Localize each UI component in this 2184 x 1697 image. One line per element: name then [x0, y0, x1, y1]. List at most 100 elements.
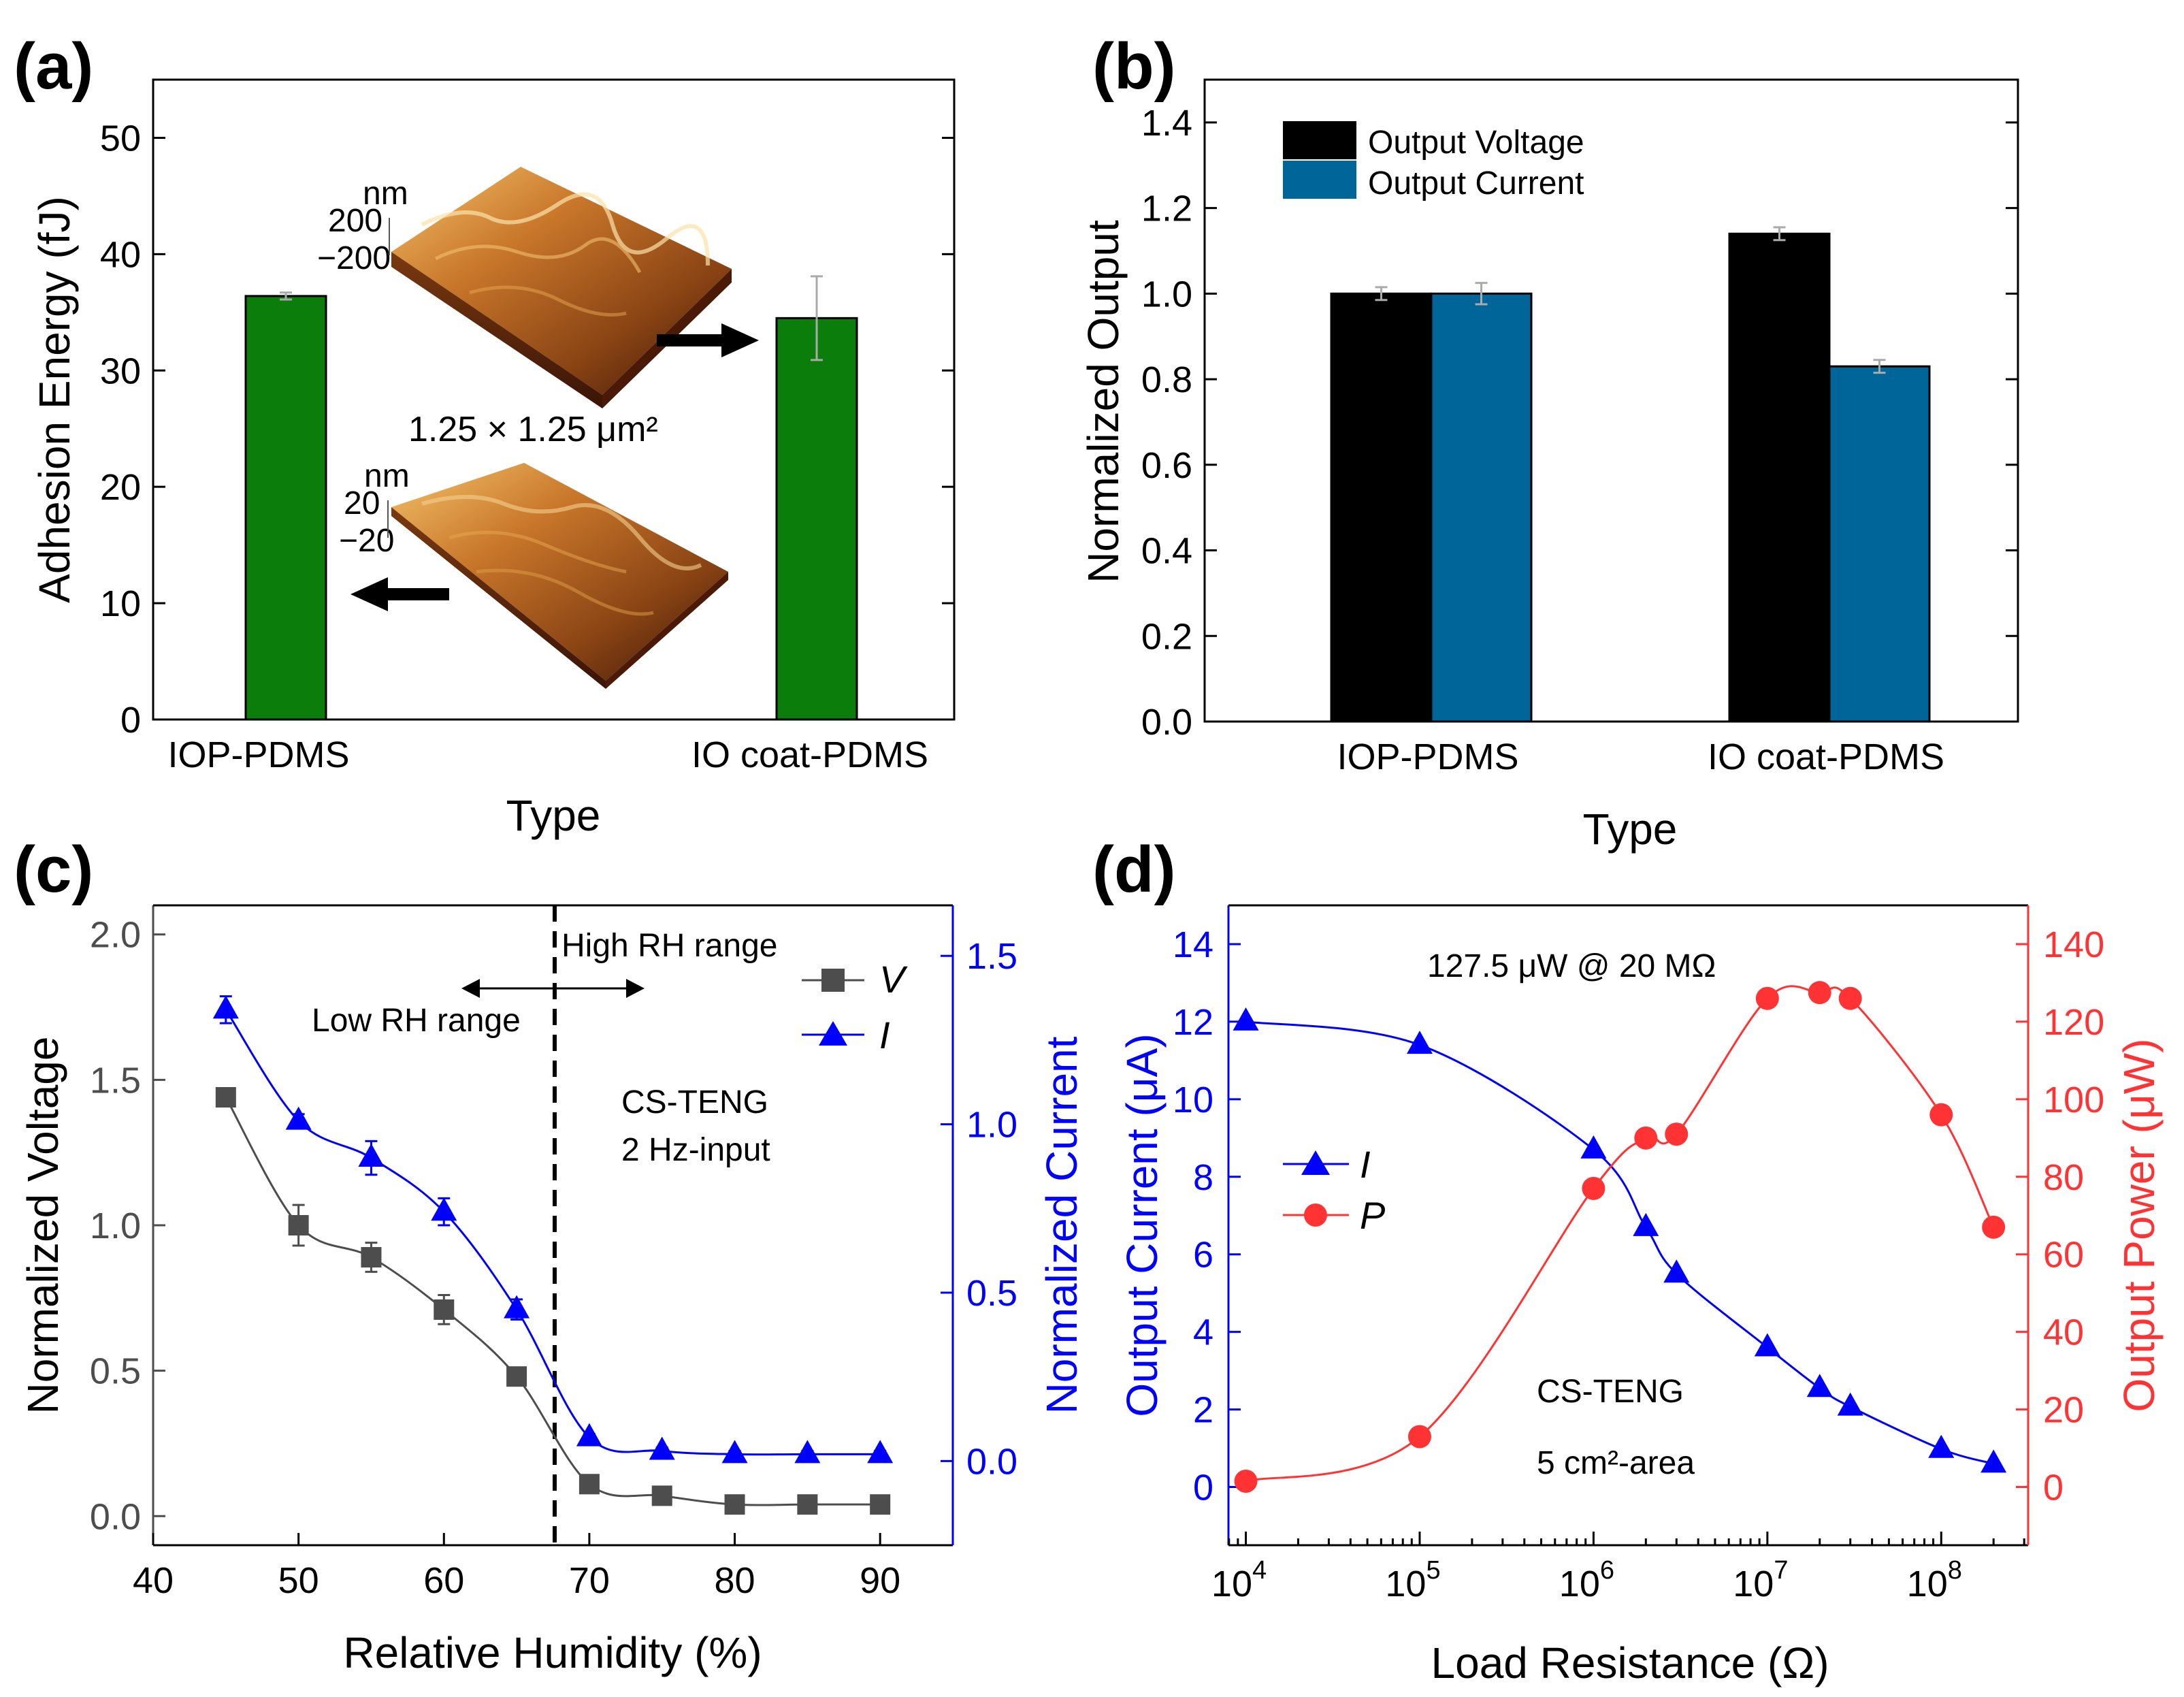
panel-a-y-axis-title: Adhesion Energy (fJ)	[30, 196, 79, 603]
afm-upper-tick-top: 200	[328, 203, 382, 239]
panel-d-y-axis-title: Output Current (μA)	[1118, 1033, 1167, 1417]
afm-upper-tick-bottom: −200	[317, 240, 391, 276]
panel-c-ticks: 40 50 60 70 80 90 0.0 0.5 1.0 1.5 2.0 0.0 0.5 1.0 1.5	[90, 915, 1017, 1601]
d-xtick-exponent: 4	[1252, 1556, 1267, 1585]
d-ytick-label: 10	[1173, 1080, 1213, 1120]
a-ytick-label: 30	[100, 351, 141, 391]
d-xtick-label: 107	[1733, 1556, 1788, 1604]
c-v-point-0	[215, 1087, 236, 1108]
d-power-point-9	[1982, 1215, 2006, 1239]
panel-a-plot-frame	[152, 78, 956, 721]
c-ytick-label: 1.5	[90, 1060, 141, 1101]
panel-a-x-axis-title: Type	[506, 791, 601, 840]
afm-inset-upper: nm 200 −200	[317, 167, 732, 408]
d-power-point-8	[1929, 1103, 1953, 1127]
panel-b-y-ticks: 0.0 0.2 0.4 0.6 0.8 1.0 1.2 1.4	[1141, 103, 2018, 743]
c-i-point-2	[358, 1144, 385, 1167]
c-ytick-label: 0.5	[90, 1351, 141, 1392]
panel-c-label: (c)	[14, 833, 93, 906]
d-y2tick-label: 60	[2043, 1235, 2084, 1276]
c-y2tick-label: 1.0	[966, 1105, 1017, 1146]
panel-a-y-ticks: 0 10 20 30 40 50	[100, 118, 954, 741]
afm-lower-unit: nm	[364, 458, 410, 494]
d-current-point-1	[1406, 1031, 1433, 1054]
d-current-point-0	[1233, 1007, 1259, 1031]
c-i-point-4	[504, 1295, 530, 1319]
b-ytick-label: 0.0	[1141, 702, 1192, 743]
d-ytick-label: 12	[1173, 1002, 1213, 1043]
panel-c-series	[212, 995, 894, 1515]
d-current-point-3	[1633, 1212, 1659, 1236]
high-rh-label: High RH range	[561, 928, 777, 964]
panel-b-plot-frame	[1203, 78, 2019, 723]
a-ytick-label: 20	[100, 467, 141, 508]
d-current-point-8	[1928, 1434, 1955, 1458]
c-i-point-6	[649, 1436, 675, 1460]
d-ytick-label: 0	[1193, 1468, 1213, 1508]
d-power-point-6	[1808, 981, 1831, 1005]
panel-c-y-axis-title: Normalized Voltage	[18, 1037, 67, 1415]
d-y2tick-label: 140	[2043, 924, 2104, 965]
panel-b-label: (b)	[1092, 30, 1176, 103]
c-v-point-7	[724, 1494, 745, 1515]
panel-b-x-tick-0: IOP-PDMS	[1337, 737, 1518, 777]
panel-d-y2-axis-title: Output Power (μW)	[2115, 1039, 2164, 1412]
d-current-point-4	[1663, 1259, 1690, 1283]
d-ytick-label: 2	[1193, 1390, 1213, 1431]
d-xtick-label: 108	[1907, 1556, 1962, 1604]
d-power-point-3	[1634, 1126, 1658, 1150]
panel-c-x-axis-title: Relative Humidity (%)	[343, 1628, 762, 1677]
b-ytick-label: 0.6	[1141, 445, 1192, 486]
d-y2tick-label: 40	[2043, 1312, 2084, 1353]
legend-label-voltage: Output Voltage	[1368, 125, 1584, 161]
d-power-point-2	[1582, 1176, 1606, 1200]
legend-label-current-d: I	[1360, 1143, 1371, 1186]
d-current-point-9	[1981, 1449, 2007, 1473]
legend-marker-power	[1304, 1203, 1327, 1227]
d-y2tick-label: 100	[2043, 1080, 2104, 1120]
a-ytick-label: 0	[120, 700, 141, 741]
d-current-point-7	[1837, 1392, 1863, 1416]
panel-a-label: (a)	[14, 30, 93, 103]
peak-power-label: 127.5 μW @ 20 MΩ	[1427, 948, 1716, 984]
a-bar-0	[244, 295, 327, 721]
c-xtick-label: 40	[133, 1560, 174, 1601]
c-i-point-3	[431, 1197, 457, 1221]
d-fit-curve-power	[1245, 985, 1995, 1483]
legend-label-v: V	[879, 958, 908, 1001]
b-ytick-label: 0.8	[1141, 359, 1192, 400]
c-i-point-7	[721, 1440, 748, 1464]
d-ytick-label: 4	[1193, 1312, 1213, 1353]
input-label-c: 2 Hz-input	[621, 1132, 770, 1168]
a-ytick-label: 40	[100, 234, 141, 275]
d-power-point-0	[1234, 1470, 1258, 1493]
afm-lower-tick-bottom: −20	[339, 523, 394, 559]
b-bar-s0-c0	[1330, 292, 1433, 723]
c-y2tick-label: 0.5	[966, 1273, 1017, 1314]
c-v-point-5	[578, 1474, 600, 1495]
afm-lower-tick-top: 20	[344, 485, 380, 521]
c-v-point-8	[797, 1494, 818, 1515]
d-ytick-label: 6	[1193, 1235, 1213, 1276]
c-xtick-label: 80	[715, 1560, 755, 1601]
panel-b-y-axis-title: Normalized Output	[1079, 220, 1128, 583]
c-i-point-5	[576, 1423, 602, 1447]
d-y2tick-label: 0	[2043, 1468, 2064, 1508]
b-ytick-label: 0.4	[1141, 531, 1192, 572]
afm-surface-lower	[391, 463, 728, 681]
c-i-point-1	[285, 1106, 312, 1130]
c-v-point-9	[870, 1494, 891, 1515]
panel-b-legend: Output Voltage Output Current	[1283, 121, 1584, 201]
a-ytick-label: 50	[100, 118, 141, 159]
d-ytick-label: 14	[1173, 924, 1213, 965]
panel-d-series	[1233, 981, 2007, 1493]
panel-b: (b) 0.0 0.2 0.4 0.6 0.8 1.0 1.2 1.4 Normalized …	[1079, 30, 2019, 854]
legend-label-power-d: P	[1360, 1194, 1385, 1237]
afm-surface-upper	[391, 167, 732, 395]
c-i-point-0	[212, 995, 239, 1019]
d-xtick-label: 104	[1211, 1556, 1267, 1604]
d-power-point-4	[1665, 1122, 1689, 1146]
d-xtick-exponent: 6	[1600, 1556, 1614, 1585]
d-current-point-2	[1580, 1135, 1607, 1159]
panel-b-x-axis-title: Type	[1583, 805, 1678, 854]
